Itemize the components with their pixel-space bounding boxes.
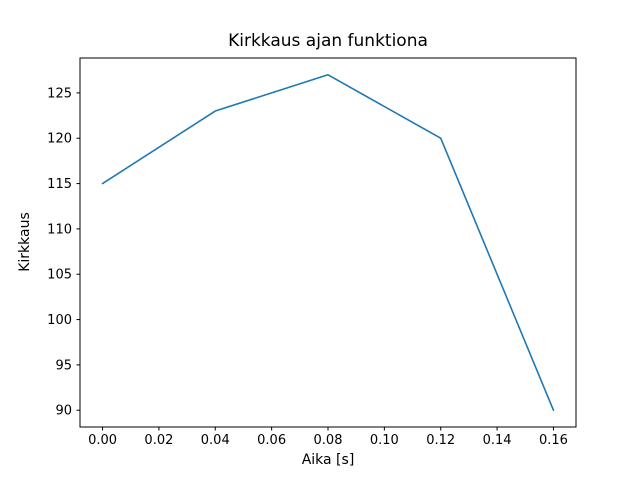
- y-tick-label: 100: [47, 313, 72, 328]
- y-tick-label: 125: [47, 86, 72, 101]
- x-axis-label: Aika [s]: [301, 452, 355, 468]
- axes-spines: [79, 57, 577, 428]
- chart-title: Kirkkaus ajan funktiona: [228, 31, 428, 51]
- y-tick-label: 115: [47, 177, 72, 192]
- x-tick-label: 0.06: [257, 433, 286, 448]
- y-tick-label: 110: [47, 222, 72, 237]
- x-tick-label: 0.16: [539, 433, 568, 448]
- y-tick-label: 120: [47, 132, 72, 147]
- data-line: [101, 73, 555, 412]
- x-tick-label: 0.10: [370, 433, 399, 448]
- y-tick-label: 105: [47, 268, 72, 283]
- x-tick-label: 0.08: [314, 433, 343, 448]
- x-tick-label: 0.14: [483, 433, 512, 448]
- y-tick-label: 95: [55, 358, 72, 373]
- x-tick-label: 0.02: [144, 433, 173, 448]
- y-tick-label: 90: [55, 404, 72, 419]
- x-tick-label: 0.00: [88, 433, 117, 448]
- x-tick-label: 0.04: [201, 433, 230, 448]
- x-tick-label: 0.12: [426, 433, 455, 448]
